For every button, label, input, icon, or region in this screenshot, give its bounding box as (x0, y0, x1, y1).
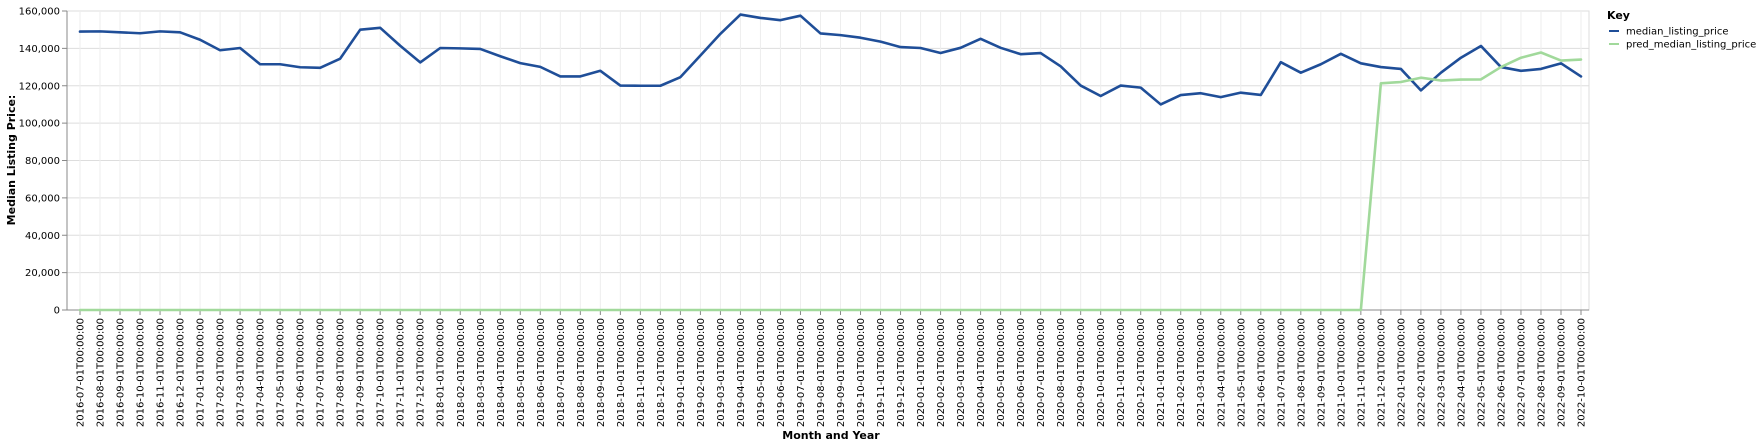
x-tick-label: 2019-10-01T00:00:00 (856, 318, 867, 427)
x-tick-label: 2021-04-01T00:00:00 (1216, 318, 1227, 427)
x-tick-label: 2017-09-01T00:00:00 (356, 318, 367, 427)
x-tick-label: 2019-03-01T00:00:00 (716, 318, 727, 427)
x-tick-label: 2019-01-01T00:00:00 (676, 318, 687, 427)
x-tick-label: 2019-08-01T00:00:00 (816, 318, 827, 427)
y-tick-label: 80,000 (25, 156, 60, 167)
x-tick-label: 2022-01-01T00:00:00 (1396, 318, 1407, 427)
x-tick-label: 2017-07-01T00:00:00 (316, 318, 327, 427)
y-tick-label: 160,000 (19, 7, 60, 18)
series-lines (78, 13, 1583, 312)
x-tick-label: 2017-01-01T00:00:00 (196, 318, 207, 427)
x-tick-label: 2021-06-01T00:00:00 (1256, 318, 1267, 427)
x-tick-label: 2022-02-01T00:00:00 (1416, 318, 1427, 427)
x-tick-label: 2017-06-01T00:00:00 (296, 318, 307, 427)
x-tick-label: 2018-10-01T00:00:00 (616, 318, 627, 427)
x-tick-label: 2022-10-01T00:00:00 (1577, 318, 1588, 427)
x-tick-label: 2017-11-01T00:00:00 (396, 318, 407, 427)
y-tick-label: 40,000 (25, 231, 60, 242)
x-tick-label: 2018-01-01T00:00:00 (436, 318, 447, 427)
x-tick-label: 2019-06-01T00:00:00 (776, 318, 787, 427)
legend-title: Key (1607, 9, 1630, 22)
x-tick-label: 2020-12-01T00:00:00 (1136, 318, 1147, 427)
x-tick-label: 2017-02-01T00:00:00 (216, 318, 227, 427)
x-tick-label: 2016-12-01T00:00:00 (176, 318, 187, 427)
x-tick-label: 2019-02-01T00:00:00 (696, 318, 707, 427)
x-axis-title: Month and Year (782, 429, 880, 442)
x-tick-label: 2022-08-01T00:00:00 (1536, 318, 1547, 427)
x-tick-label: 2020-01-01T00:00:00 (916, 318, 927, 427)
x-tick-label: 2018-05-01T00:00:00 (516, 318, 527, 427)
legend-label: pred_median_listing_price (1626, 40, 1756, 51)
x-tick-label: 2020-02-01T00:00:00 (936, 318, 947, 427)
x-tick-label: 2018-07-01T00:00:00 (556, 318, 567, 427)
x-tick-label: 2021-03-01T00:00:00 (1196, 318, 1207, 427)
x-tick-label: 2017-10-01T00:00:00 (376, 318, 387, 427)
x-tick-label: 2017-03-01T00:00:00 (236, 318, 247, 427)
y-tick-label: 100,000 (19, 119, 60, 130)
series-line-pred_median_listing_price (78, 51, 1583, 312)
x-tick-label: 2018-11-01T00:00:00 (636, 318, 647, 427)
x-tick-label: 2022-05-01T00:00:00 (1476, 318, 1487, 427)
x-tick-label: 2019-07-01T00:00:00 (796, 318, 807, 427)
x-tick-label: 2021-08-01T00:00:00 (1296, 318, 1307, 427)
x-tick-label: 2017-04-01T00:00:00 (256, 318, 267, 427)
x-tick-label: 2018-03-01T00:00:00 (476, 318, 487, 427)
x-tick-label: 2020-11-01T00:00:00 (1116, 318, 1127, 427)
legend-label: median_listing_price (1626, 27, 1729, 38)
x-tick-label: 2021-10-01T00:00:00 (1336, 318, 1347, 427)
x-tick-label: 2022-03-01T00:00:00 (1436, 318, 1447, 427)
x-tick-label: 2016-10-01T00:00:00 (136, 318, 147, 427)
series-line-median_listing_price (78, 13, 1583, 106)
legend: Key median_listing_price pred_median_list… (1607, 9, 1756, 51)
x-tick-label: 2021-01-01T00:00:00 (1156, 318, 1167, 427)
gridlines (66, 10, 1590, 311)
x-tick-label: 2016-07-01T00:00:00 (76, 318, 87, 427)
y-tick-label: 60,000 (25, 193, 60, 204)
y-tick-label: 0 (54, 306, 60, 317)
x-tick-label: 2019-11-01T00:00:00 (876, 318, 887, 427)
y-tick-label: 120,000 (19, 81, 60, 92)
x-tick-label: 2019-05-01T00:00:00 (756, 318, 767, 427)
y-tick-label: 140,000 (19, 44, 60, 55)
x-tick-label: 2019-12-01T00:00:00 (896, 318, 907, 427)
x-tick-label: 2018-09-01T00:00:00 (596, 318, 607, 427)
x-tick-label: 2020-04-01T00:00:00 (976, 318, 987, 427)
x-tick-label: 2018-04-01T00:00:00 (496, 318, 507, 427)
x-tick-label: 2019-04-01T00:00:00 (736, 318, 747, 427)
x-tick-label: 2022-06-01T00:00:00 (1496, 318, 1507, 427)
x-tick-label: 2018-06-01T00:00:00 (536, 318, 547, 427)
x-tick-label: 2016-11-01T00:00:00 (156, 318, 167, 427)
x-tick-label: 2020-09-01T00:00:00 (1076, 318, 1087, 427)
x-tick-label: 2018-12-01T00:00:00 (656, 318, 667, 427)
x-axis: 2016-07-01T00:00:00 2016-08-01T00:00:00 20… (67, 309, 1589, 427)
x-tick-label: 2022-04-01T00:00:00 (1456, 318, 1467, 427)
x-tick-label: 2017-12-01T00:00:00 (416, 318, 427, 427)
x-tick-label: 2020-03-01T00:00:00 (956, 318, 967, 427)
x-tick-label: 2017-08-01T00:00:00 (336, 318, 347, 427)
x-tick-label: 2021-07-01T00:00:00 (1276, 318, 1287, 427)
x-tick-label: 2021-09-01T00:00:00 (1316, 318, 1327, 427)
y-tick-label: 20,000 (25, 268, 60, 279)
x-tick-label: 2020-08-01T00:00:00 (1056, 318, 1067, 427)
x-tick-label: 2022-09-01T00:00:00 (1556, 318, 1567, 427)
x-tick-label: 2020-10-01T00:00:00 (1096, 318, 1107, 427)
x-tick-label: 2022-07-01T00:00:00 (1516, 318, 1527, 427)
x-tick-label: 2017-05-01T00:00:00 (276, 318, 287, 427)
x-tick-label: 2016-08-01T00:00:00 (96, 318, 107, 427)
x-tick-label: 2016-09-01T00:00:00 (116, 318, 127, 427)
x-tick-label: 2021-02-01T00:00:00 (1176, 318, 1187, 427)
x-tick-label: 2020-07-01T00:00:00 (1036, 318, 1047, 427)
x-tick-label: 2020-05-01T00:00:00 (996, 318, 1007, 427)
x-tick-label: 2021-11-01T00:00:00 (1356, 318, 1367, 427)
x-tick-label: 2021-12-01T00:00:00 (1376, 318, 1387, 427)
x-tick-label: 2020-06-01T00:00:00 (1016, 318, 1027, 427)
y-axis: 0 20,000 40,000 60,000 80,000 100,000 120,000 1… (19, 7, 68, 317)
x-tick-label: 2021-05-01T00:00:00 (1236, 318, 1247, 427)
x-tick-label: 2018-02-01T00:00:00 (456, 318, 467, 427)
x-tick-label: 2019-09-01T00:00:00 (836, 318, 847, 427)
x-tick-label: 2018-08-01T00:00:00 (576, 318, 587, 427)
y-axis-title: Median Listing Price: (5, 95, 18, 226)
